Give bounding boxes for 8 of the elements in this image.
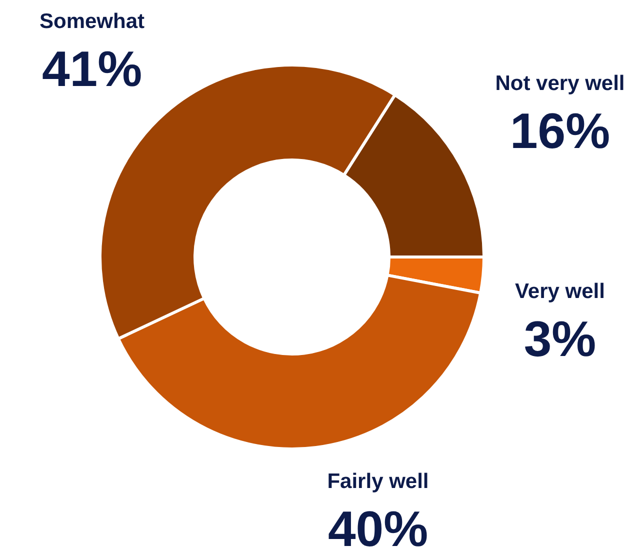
data-label: 40% <box>328 501 428 556</box>
slice-label: Fairly well <box>327 470 429 493</box>
data-label: 3% <box>524 311 596 367</box>
data-label: 41% <box>42 41 142 97</box>
slice-label: Very well <box>515 280 605 303</box>
slice-label: Not very well <box>495 72 625 95</box>
slice-label: Somewhat <box>39 10 145 33</box>
data-label: 16% <box>510 103 610 159</box>
